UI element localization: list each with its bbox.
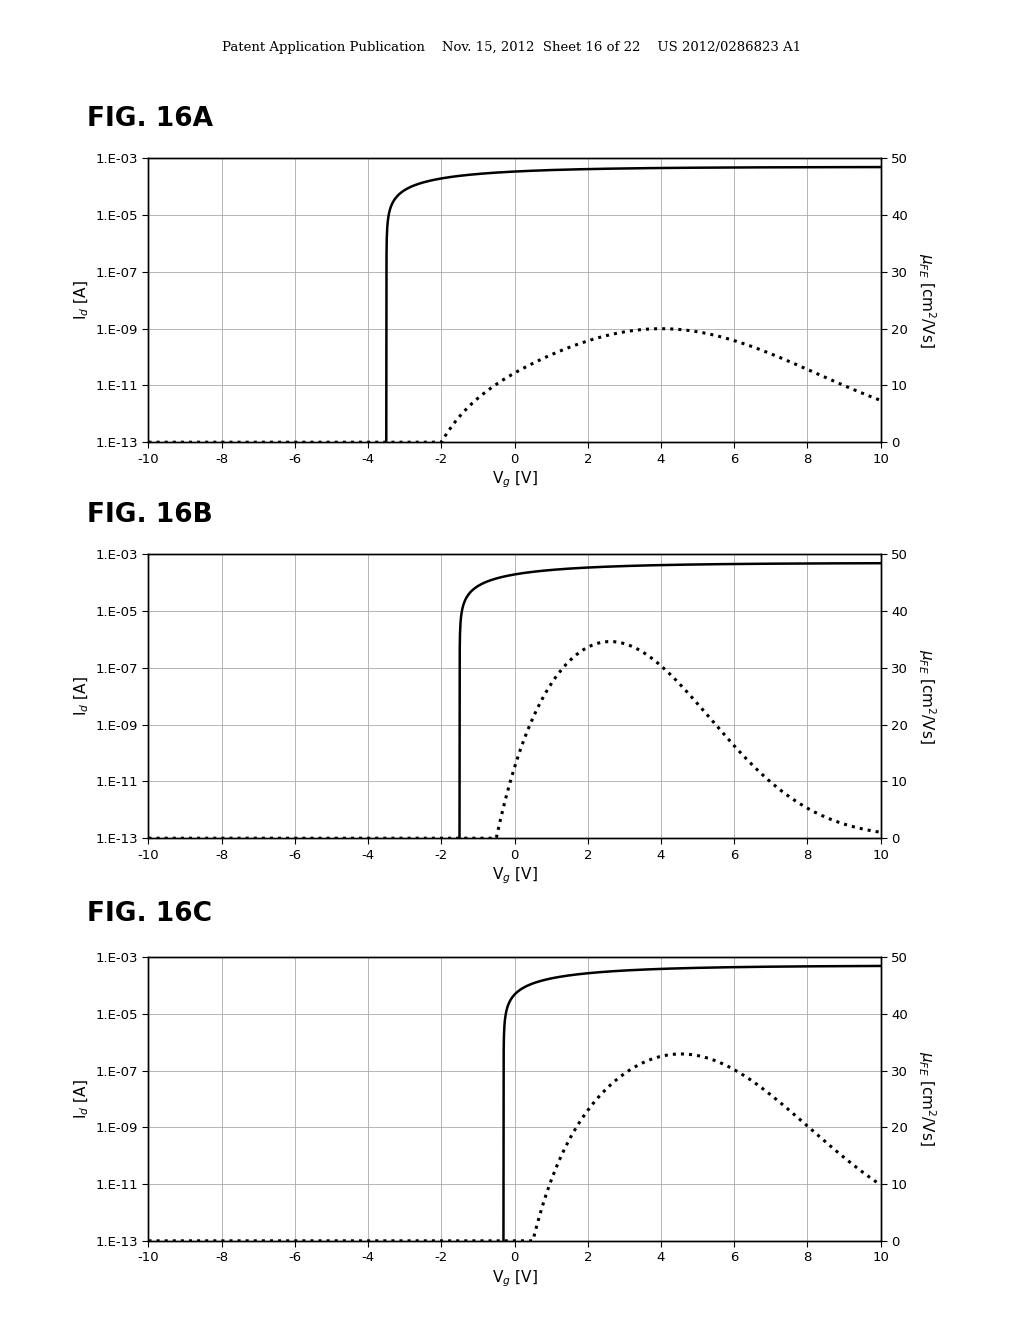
X-axis label: V$_g$ [V]: V$_g$ [V]: [492, 866, 538, 887]
Y-axis label: $\mu_{FE}$ [cm$^2$/Vs]: $\mu_{FE}$ [cm$^2$/Vs]: [916, 253, 938, 347]
X-axis label: V$_g$ [V]: V$_g$ [V]: [492, 1269, 538, 1290]
Text: Patent Application Publication    Nov. 15, 2012  Sheet 16 of 22    US 2012/02868: Patent Application Publication Nov. 15, …: [222, 41, 802, 54]
X-axis label: V$_g$ [V]: V$_g$ [V]: [492, 470, 538, 491]
Y-axis label: I$_d$ [A]: I$_d$ [A]: [73, 280, 91, 321]
Text: FIG. 16C: FIG. 16C: [87, 900, 212, 927]
Text: FIG. 16A: FIG. 16A: [87, 106, 213, 132]
Text: FIG. 16B: FIG. 16B: [87, 502, 213, 528]
Y-axis label: I$_d$ [A]: I$_d$ [A]: [73, 1078, 91, 1119]
Y-axis label: $\mu_{FE}$ [cm$^2$/Vs]: $\mu_{FE}$ [cm$^2$/Vs]: [916, 1052, 938, 1146]
Y-axis label: I$_d$ [A]: I$_d$ [A]: [73, 676, 91, 717]
Y-axis label: $\mu_{FE}$ [cm$^2$/Vs]: $\mu_{FE}$ [cm$^2$/Vs]: [916, 649, 938, 743]
